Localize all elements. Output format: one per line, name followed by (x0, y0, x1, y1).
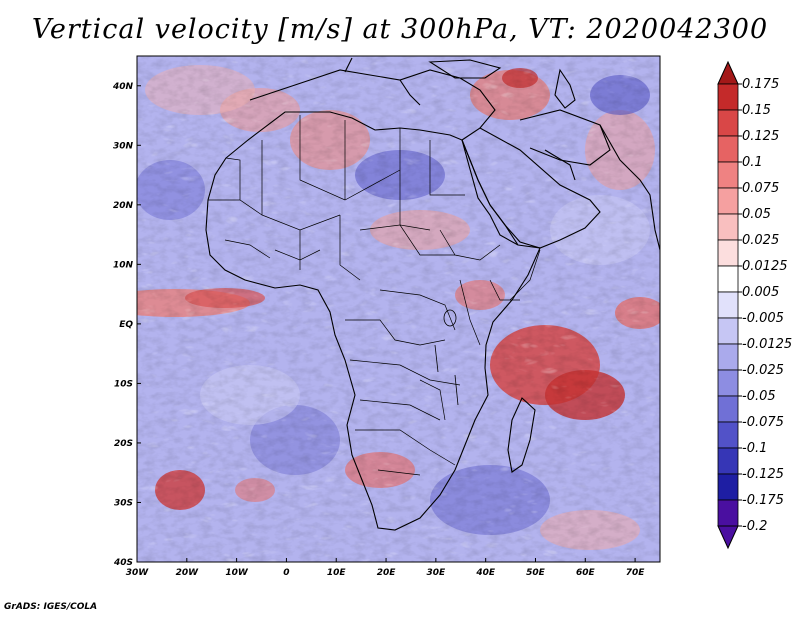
lon-tick-label: 30W (126, 568, 150, 578)
colorbar-label: 0.1 (742, 155, 763, 170)
lon-tick-label: 70E (626, 568, 646, 578)
colorbar-label: 0.15 (742, 103, 771, 118)
colorbar-label: -0.075 (742, 415, 784, 430)
coastlines (205, 57, 660, 531)
colorbar-label: -0.175 (742, 493, 784, 508)
colorbar-label: 0.125 (742, 129, 779, 144)
lon-tick-label: 60E (576, 568, 596, 578)
colorbar-label: -0.1 (742, 441, 767, 456)
lon-tick-label: 10W (225, 568, 249, 578)
colorbar-swatch (717, 265, 739, 293)
colorbar-swatch (717, 421, 739, 449)
lon-tick-label: 50E (526, 568, 546, 578)
colorbar-label: -0.025 (742, 363, 784, 378)
colorbar-swatch (717, 369, 739, 397)
lat-tick-label: EQ (119, 320, 133, 330)
colorbar-label: 0.05 (742, 207, 771, 222)
lat-tick-label: 20N (113, 201, 134, 211)
lat-tick-label: 20S (114, 439, 133, 449)
colorbar-label: -0.2 (742, 519, 767, 534)
colorbar-max-arrow (717, 60, 739, 85)
colorbar-swatch (717, 343, 739, 371)
colorbar-swatch (717, 447, 739, 475)
colorbar-swatch (717, 291, 739, 319)
lon-tick-label: 10E (327, 568, 347, 578)
colorbar-label: 0.0125 (742, 259, 788, 274)
lat-tick-label: 10S (114, 379, 133, 389)
colorbar-label: -0.05 (742, 389, 776, 404)
colorbar-swatch (717, 499, 739, 527)
lon-tick-label: 40E (475, 568, 496, 578)
lakes (434, 309, 459, 406)
footer-credit: GrADS: IGES/COLA (4, 602, 98, 612)
colorbar-swatch (717, 395, 739, 423)
colorbar-label: 0.175 (742, 77, 779, 92)
lon-tick-label: 0 (283, 568, 289, 578)
colorbar-label: 0.075 (742, 181, 779, 196)
colorbar-swatch (717, 473, 739, 501)
colorbar-label: -0.005 (742, 311, 784, 326)
colorbar-swatch (717, 239, 739, 267)
colorbar-label: -0.0125 (742, 337, 792, 352)
colorbar-swatch (717, 109, 739, 137)
map-title: Vertical velocity [m/s] at 300hPa, VT: 2… (31, 14, 769, 45)
colorbar-swatch (717, 213, 739, 241)
colorbar-label: -0.125 (742, 467, 784, 482)
lon-tick-label: 20W (176, 568, 200, 578)
plot-frame (136, 55, 661, 563)
lat-tick-label: 40S (113, 558, 133, 568)
colorbar-swatch (717, 83, 739, 111)
country-borders (208, 115, 541, 476)
colorbar-label: 0.005 (742, 285, 779, 300)
colorbar-swatch (717, 317, 739, 345)
colorbar: 0.175 0.15 0.125 0.1 0.075 0.05 0.025 0.0125 0.0… (717, 60, 792, 550)
colorbar-min-arrow (717, 525, 739, 550)
lat-tick-label: 40N (112, 82, 134, 92)
lat-tick-label: 30S (114, 498, 133, 508)
colorbar-label: 0.025 (742, 233, 779, 248)
lat-tick-label: 10N (113, 260, 134, 270)
colorbar-swatch (717, 135, 739, 163)
colorbar-swatch (717, 161, 739, 189)
lat-tick-label: 30N (113, 141, 134, 151)
colorbar-swatch (717, 187, 739, 215)
lon-tick-label: 30E (427, 568, 447, 578)
lon-tick-label: 20E (377, 568, 397, 578)
velocity-field (137, 56, 660, 562)
